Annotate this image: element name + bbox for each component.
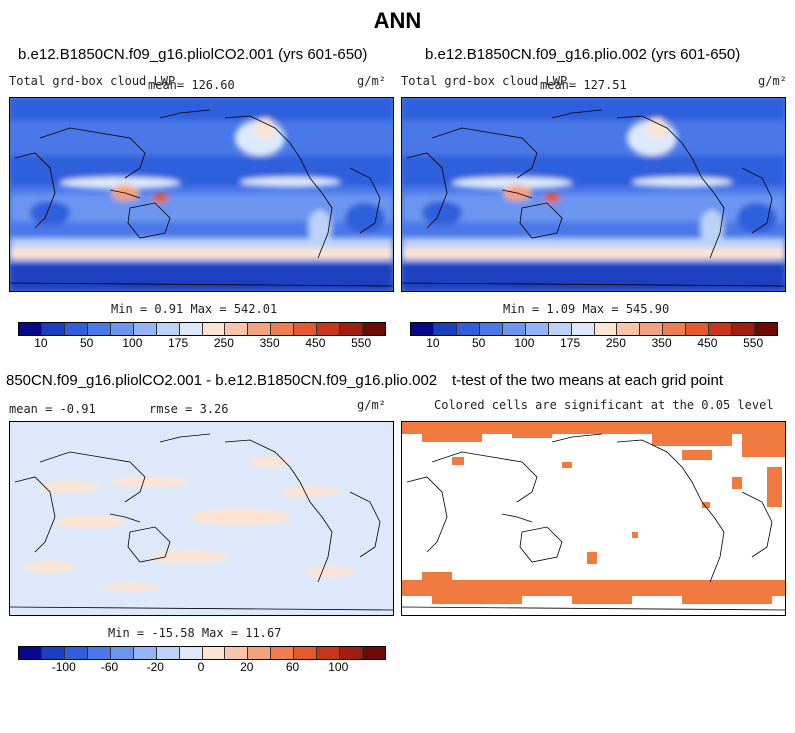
colorbar-swatch bbox=[41, 323, 65, 335]
colorbar-swatch bbox=[110, 647, 134, 659]
colorbar-swatch bbox=[317, 647, 341, 659]
top-right-panel-title: b.e12.B1850CN.f09_g16.plio.002 (yrs 601-… bbox=[425, 46, 741, 63]
colorbar-tick-label: 550 bbox=[743, 336, 764, 350]
colorbar-tick-label: 0 bbox=[197, 660, 205, 674]
colorbar-tick-label: -60 bbox=[100, 660, 119, 674]
colorbar-tick-label: 100 bbox=[328, 660, 349, 674]
colorbar-swatch bbox=[317, 323, 341, 335]
colorbar-swatch bbox=[548, 323, 572, 335]
colorbar-swatch bbox=[64, 647, 88, 659]
colorbar-swatch bbox=[411, 323, 434, 335]
top-left-mean-label: mean= 126.60 bbox=[148, 78, 235, 92]
bottom-right-panel-title: t-test of the two means at each grid poi… bbox=[452, 372, 723, 389]
colorbar-swatch bbox=[456, 323, 480, 335]
colorbar-swatch bbox=[363, 647, 385, 659]
colorbar-tick-label: -20 bbox=[146, 660, 164, 674]
top-left-colorbar-ticks: 10 50 100 175 250 350 450 550 bbox=[18, 336, 386, 352]
bottom-right-map bbox=[401, 421, 786, 616]
colorbar-tick-label: 100 bbox=[122, 336, 143, 350]
colorbar-swatch bbox=[179, 647, 203, 659]
colorbar-swatch bbox=[640, 323, 664, 335]
top-left-colorbar bbox=[18, 322, 386, 336]
colorbar-swatch bbox=[433, 323, 457, 335]
colorbar-swatch bbox=[479, 323, 503, 335]
colorbar-swatch bbox=[156, 323, 180, 335]
colorbar-swatch bbox=[202, 647, 226, 659]
colorbar-swatch bbox=[19, 647, 42, 659]
colorbar-swatch bbox=[87, 323, 111, 335]
bottom-right-subtitle: Colored cells are significant at the 0.0… bbox=[434, 398, 774, 412]
colorbar-swatch bbox=[271, 323, 295, 335]
colorbar-tick-label: 550 bbox=[351, 336, 372, 350]
colorbar-swatch bbox=[179, 323, 203, 335]
top-left-variable-label: Total grd-box cloud LWP bbox=[9, 74, 176, 88]
colorbar-swatch bbox=[133, 647, 157, 659]
top-right-map bbox=[401, 97, 786, 292]
colorbar-swatch bbox=[525, 323, 549, 335]
colorbar-tick-label: 10 bbox=[426, 336, 440, 350]
colorbar-tick-label: 20 bbox=[240, 660, 254, 674]
colorbar-tick-label: 450 bbox=[305, 336, 326, 350]
colorbar-swatch bbox=[340, 323, 364, 335]
top-right-colorbar-ticks: 10 50 100 175 250 350 450 550 bbox=[410, 336, 778, 352]
colorbar-swatch bbox=[225, 647, 249, 659]
colorbar-swatch bbox=[156, 647, 180, 659]
top-right-colorbar bbox=[410, 322, 778, 336]
colorbar-swatch bbox=[755, 323, 777, 335]
colorbar-tick-label: 350 bbox=[651, 336, 672, 350]
colorbar-swatch bbox=[64, 323, 88, 335]
colorbar-tick-label: 100 bbox=[514, 336, 535, 350]
bottom-left-panel-title: 850CN.f09_g16.pliolCO2.001 - b.e12.B1850… bbox=[6, 372, 438, 389]
colorbar-swatch bbox=[271, 647, 295, 659]
colorbar-swatch bbox=[663, 323, 687, 335]
colorbar-swatch bbox=[732, 323, 756, 335]
colorbar-swatch bbox=[617, 323, 641, 335]
colorbar-swatch bbox=[41, 647, 65, 659]
colorbar-tick-label: 250 bbox=[213, 336, 234, 350]
top-right-minmax: Min = 1.09 Max = 545.90 bbox=[503, 302, 670, 316]
top-left-minmax: Min = 0.91 Max = 542.01 bbox=[111, 302, 278, 316]
colorbar-swatch bbox=[19, 323, 42, 335]
colorbar-swatch bbox=[686, 323, 710, 335]
colorbar-tick-label: 50 bbox=[79, 336, 94, 350]
colorbar-swatch bbox=[248, 647, 272, 659]
colorbar-swatch bbox=[133, 323, 157, 335]
colorbar-swatch bbox=[294, 647, 318, 659]
colorbar-swatch bbox=[225, 323, 249, 335]
colorbar-tick-label: 60 bbox=[285, 660, 300, 674]
colorbar-swatch bbox=[110, 323, 134, 335]
top-left-panel-title: b.e12.B1850CN.f09_g16.pliolCO2.001 (yrs … bbox=[18, 46, 368, 63]
bottom-left-units-label: g/m² bbox=[357, 398, 386, 412]
colorbar-swatch bbox=[202, 323, 226, 335]
colorbar-tick-label: 250 bbox=[605, 336, 626, 350]
colorbar-swatch bbox=[363, 323, 385, 335]
colorbar-swatch bbox=[340, 647, 364, 659]
top-left-units-label: g/m² bbox=[357, 74, 386, 88]
colorbar-swatch bbox=[709, 323, 733, 335]
colorbar-swatch bbox=[594, 323, 618, 335]
bottom-left-map bbox=[9, 421, 394, 616]
colorbar-tick-label: 175 bbox=[168, 336, 189, 350]
bottom-left-colorbar-ticks: -100 -60 -20 0 20 60 100 bbox=[18, 660, 386, 676]
bottom-left-mean-label: mean = -0.91 bbox=[9, 402, 96, 416]
colorbar-tick-label: 350 bbox=[259, 336, 280, 350]
colorbar-tick-label: 10 bbox=[34, 336, 48, 350]
colorbar-swatch bbox=[502, 323, 526, 335]
colorbar-tick-label: 450 bbox=[697, 336, 718, 350]
bottom-left-rmse-label: rmse = 3.26 bbox=[149, 402, 229, 416]
colorbar-tick-label: 50 bbox=[471, 336, 486, 350]
bottom-left-colorbar bbox=[18, 646, 386, 660]
colorbar-swatch bbox=[571, 323, 595, 335]
top-right-units-label: g/m² bbox=[758, 74, 787, 88]
colorbar-swatch bbox=[87, 647, 111, 659]
top-right-variable-label: Total grd-box cloud LWP bbox=[401, 74, 568, 88]
colorbar-swatch bbox=[294, 323, 318, 335]
colorbar-swatch bbox=[248, 323, 272, 335]
main-title: ANN bbox=[373, 8, 422, 33]
top-left-map bbox=[9, 97, 394, 292]
bottom-left-minmax: Min = -15.58 Max = 11.67 bbox=[108, 626, 282, 640]
colorbar-tick-label: 175 bbox=[560, 336, 581, 350]
colorbar-tick-label: -100 bbox=[51, 660, 76, 674]
top-right-mean-label: mean= 127.51 bbox=[540, 78, 627, 92]
